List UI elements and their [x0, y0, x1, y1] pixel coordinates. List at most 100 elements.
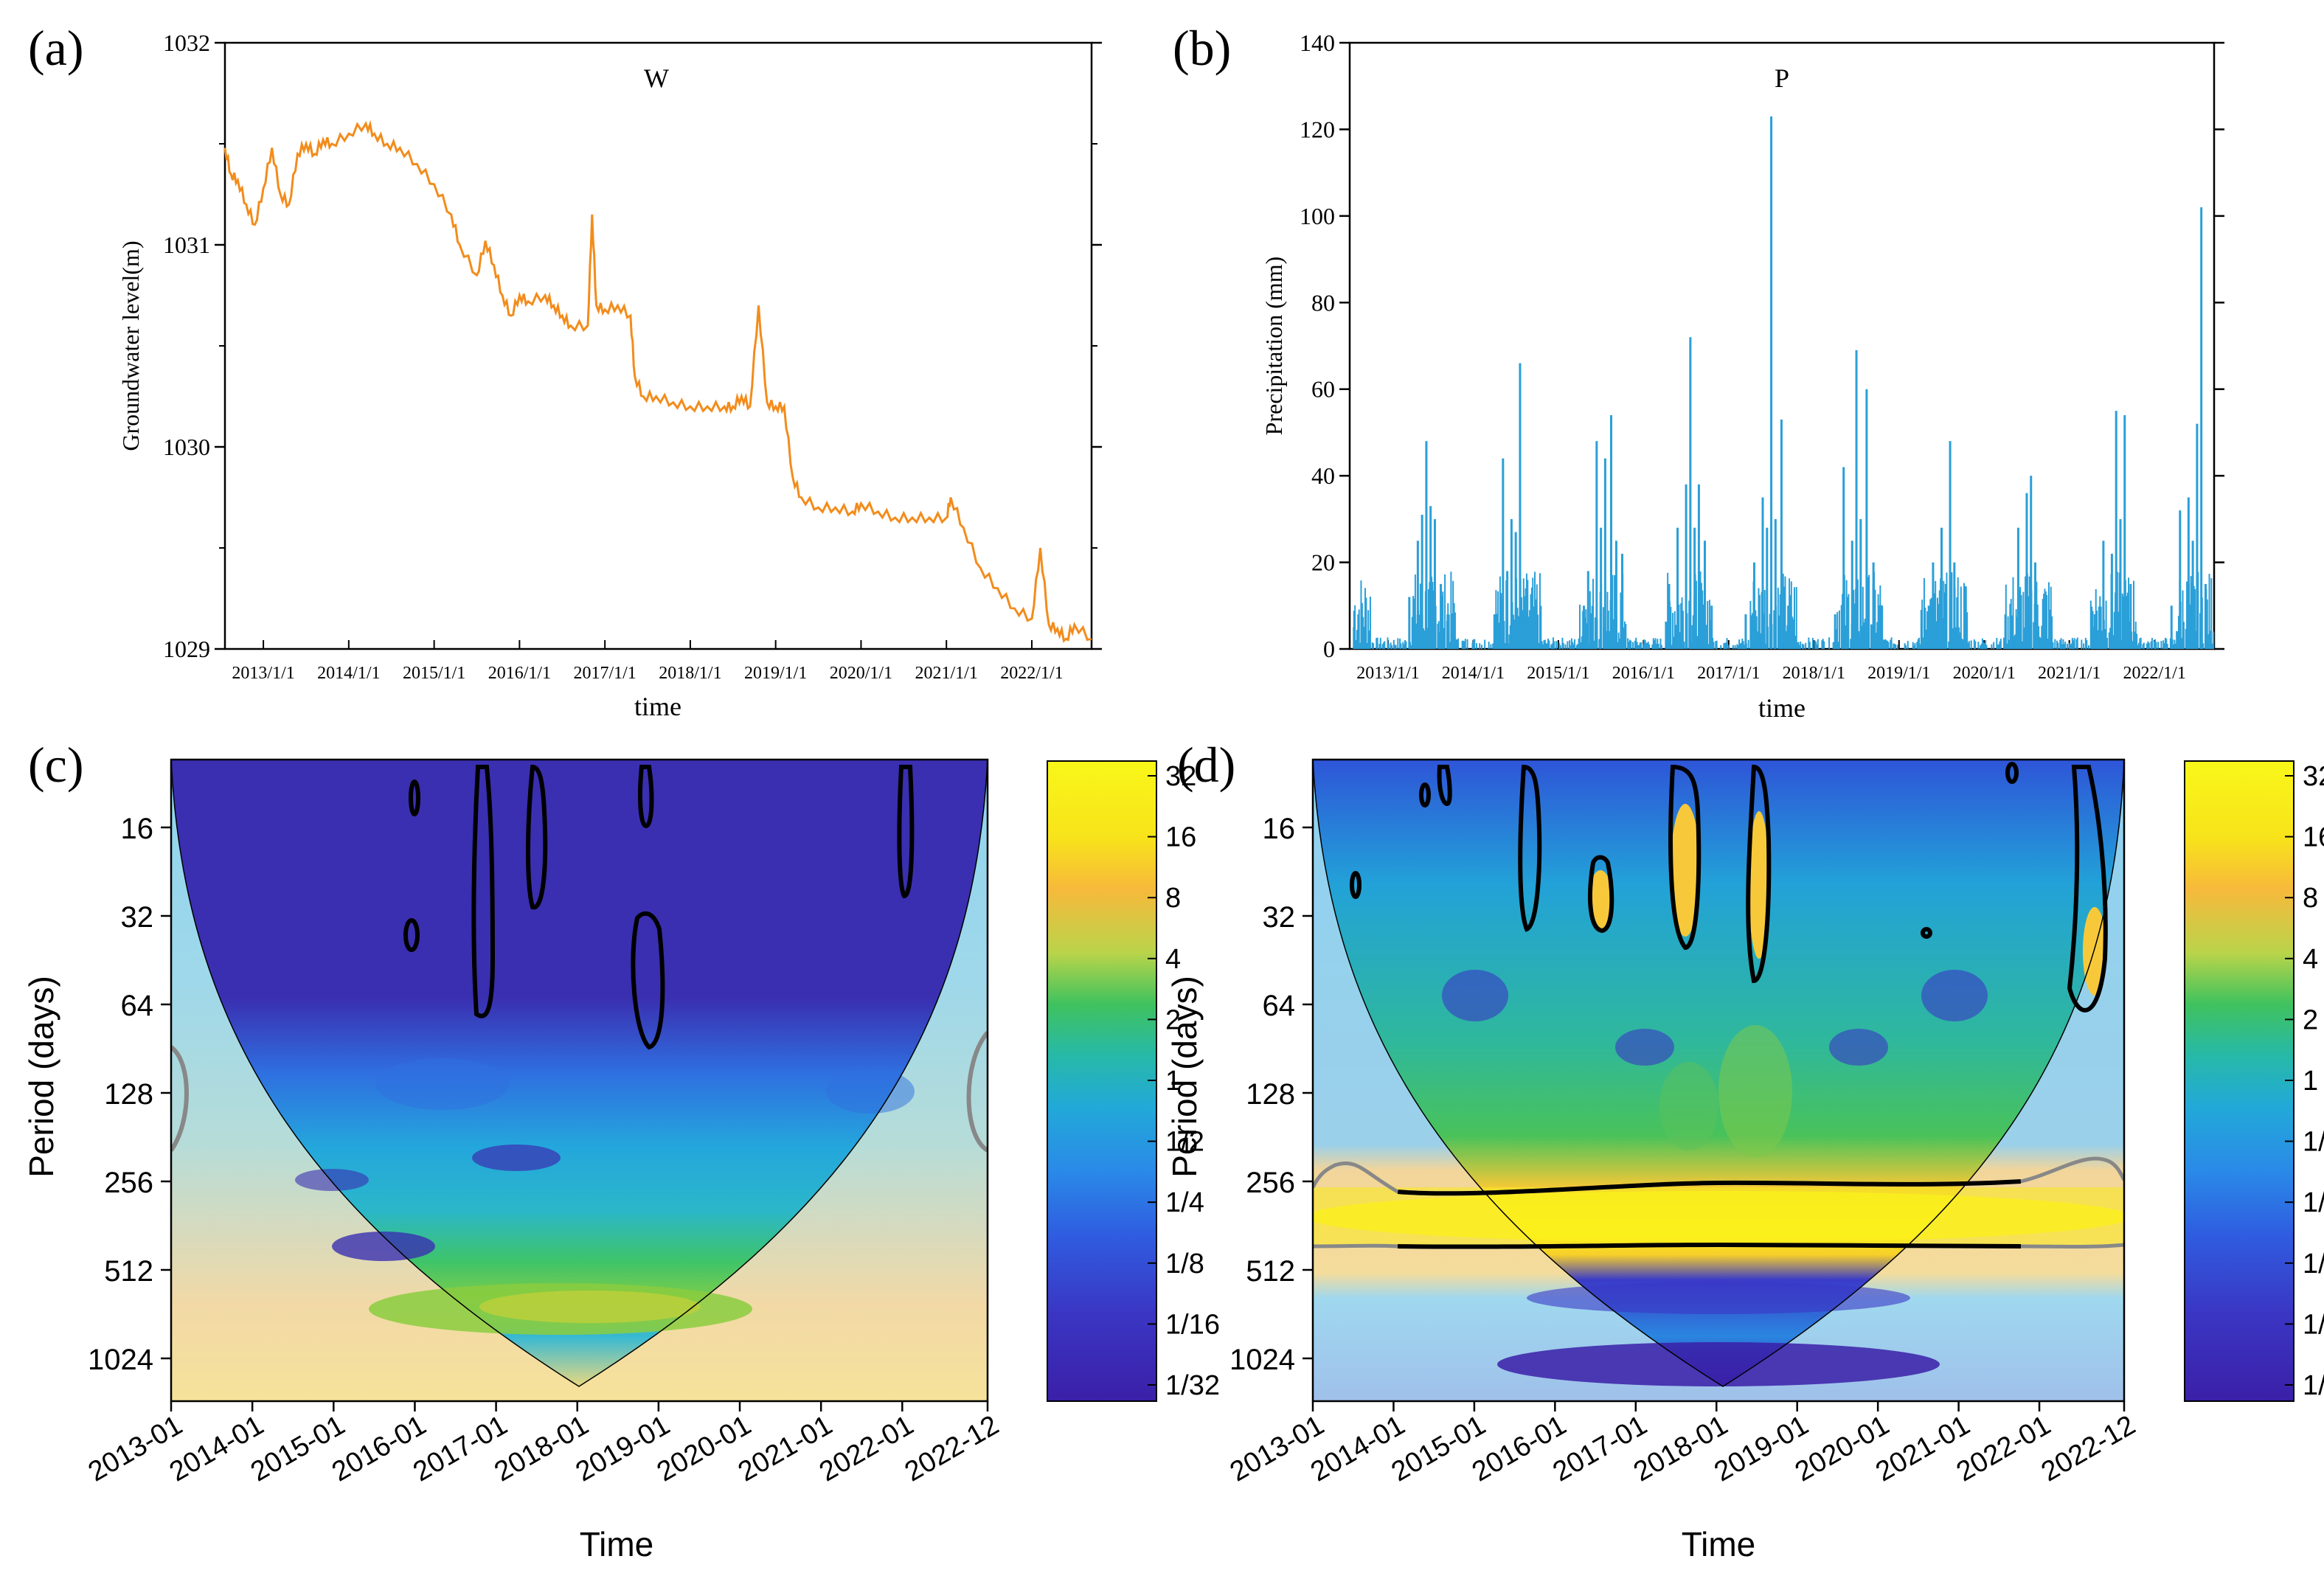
c-cbtick-label: 1/2: [1165, 1127, 1204, 1158]
b-ytick-label: 60: [1311, 376, 1335, 403]
c-xtick-label: 2022-01: [814, 1409, 919, 1487]
d-cbtick-label: 1/2: [2303, 1127, 2324, 1158]
heatmap-d: [1313, 760, 2124, 1401]
b-xtick-label: 2020/1/1: [1953, 664, 2016, 683]
a-ytick-label: 1029: [163, 636, 210, 662]
d-cbtick-label: 1/16: [2303, 1309, 2324, 1340]
chart-c-xlabel: Time: [580, 1525, 654, 1563]
d-ytick-label: 64: [1263, 990, 1296, 1022]
c-ytick-label: 16: [121, 813, 154, 845]
d-ytick-label: 128: [1246, 1078, 1295, 1111]
a-ytick-label: 1030: [163, 434, 210, 460]
chart-a-ylabel: Groundwater level(m): [117, 240, 144, 451]
b-ytick-label: 120: [1300, 116, 1335, 142]
c-ytick-label: 32: [121, 901, 154, 934]
c-ytick-label: 64: [121, 990, 154, 1022]
c-xtick-label: 2019-01: [571, 1409, 676, 1487]
b-xtick-label: 2018/1/1: [1783, 664, 1845, 683]
b-xtick-label: 2015/1/1: [1527, 664, 1589, 683]
d-ytick-label: 512: [1246, 1255, 1295, 1288]
a-xtick-label: 2019/1/1: [744, 664, 807, 683]
c-xtick-label: 2015-01: [246, 1409, 350, 1487]
c-ytick-label: 128: [104, 1078, 153, 1111]
c-xtick-label: 2018-01: [489, 1409, 594, 1487]
chart-d-ylabel: Period (days): [1165, 976, 1204, 1178]
b-xtick-label: 2022/1/1: [2123, 664, 2186, 683]
b-xtick-label: 2013/1/1: [1356, 664, 1419, 683]
d-cbtick-label: 1/4: [2303, 1187, 2324, 1218]
d-ytick-label: 16: [1263, 813, 1296, 845]
c-xtick-label: 2017-01: [408, 1409, 513, 1487]
c-cbtick-label: 1: [1165, 1066, 1181, 1097]
d-ytick-label: 1024: [1229, 1344, 1295, 1376]
c-xtick-label: 2016-01: [327, 1409, 431, 1487]
groundwater-line: [223, 119, 1092, 643]
d-xtick-label: 2022-01: [1952, 1409, 2056, 1487]
c-cbtick-label: 1/16: [1165, 1309, 1220, 1340]
b-xtick-label: 2019/1/1: [1867, 664, 1930, 683]
d-cbtick-label: 2: [2303, 1004, 2318, 1035]
c-xtick-label: 2022-12: [900, 1409, 1005, 1487]
c-cbtick-label: 2: [1165, 1004, 1181, 1035]
chart-d-xlabel: Time: [1682, 1525, 1756, 1563]
c-ytick-label: 1024: [88, 1344, 153, 1376]
chart-b-title: P: [1775, 63, 1789, 93]
colorbar-d: [2184, 760, 2294, 1402]
a-xtick-label: 2022/1/1: [1000, 664, 1063, 683]
d-cbtick-label: 1: [2303, 1066, 2318, 1097]
d-cbtick-label: 16: [2303, 822, 2324, 853]
plot-frame-c: [170, 758, 989, 1403]
d-cbtick-label: 1/32: [2303, 1370, 2324, 1401]
c-cbtick-label: 4: [1165, 944, 1181, 975]
panel-label-c: (c): [28, 737, 83, 793]
c-cbtick-label: 1/8: [1165, 1249, 1204, 1279]
c-xtick-label: 2020-01: [652, 1409, 757, 1487]
b-xtick-label: 2016/1/1: [1612, 664, 1675, 683]
chart-b-xlabel: time: [1758, 693, 1806, 723]
c-ytick-label: 256: [104, 1167, 153, 1199]
panel-label-b: (b): [1173, 20, 1231, 76]
a-xtick-label: 2018/1/1: [659, 664, 721, 683]
c-xtick-label: 2021-01: [733, 1409, 838, 1487]
groundwater-chart: 1029 1030 1031 1032 2013/1/1 2014/1/1 2015/1/…: [117, 29, 1102, 721]
chart-a-title: W: [644, 63, 669, 93]
plot-frame-d: [1311, 758, 2126, 1403]
d-xtick-label: 2022-12: [2036, 1409, 2141, 1487]
c-cbtick-label: 1/4: [1165, 1187, 1204, 1218]
c-cbtick-label: 16: [1165, 822, 1196, 853]
d-cbtick-label: 8: [2303, 883, 2318, 914]
a-xtick-label: 2013/1/1: [232, 664, 294, 683]
b-ytick-label: 80: [1311, 289, 1335, 316]
heatmap-c: [171, 760, 988, 1401]
a-xtick-label: 2014/1/1: [317, 664, 380, 683]
a-xtick-label: 2016/1/1: [488, 664, 551, 683]
b-ytick-label: 100: [1300, 203, 1335, 229]
d-cbtick-label: 4: [2303, 944, 2318, 975]
d-ytick-label: 256: [1246, 1167, 1295, 1199]
a-xtick-label: 2017/1/1: [573, 664, 636, 683]
b-ytick-label: 0: [1323, 636, 1335, 662]
d-cbtick-label: 1/8: [2303, 1249, 2324, 1279]
c-cbtick-label: 1/32: [1165, 1370, 1220, 1401]
panel-label-a: (a): [28, 20, 83, 76]
chart-a-xlabel: time: [634, 692, 681, 721]
b-ytick-label: 40: [1311, 462, 1335, 489]
b-xtick-label: 2014/1/1: [1442, 664, 1505, 683]
c-xtick-label: 2013-01: [83, 1409, 188, 1487]
c-cbtick-label: 8: [1165, 883, 1181, 914]
chart-b-ylabel: Precipitation (mm): [1260, 257, 1287, 436]
a-xtick-label: 2020/1/1: [830, 664, 892, 683]
b-xtick-label: 2021/1/1: [2038, 664, 2101, 683]
panel-label-d: (d): [1177, 737, 1235, 793]
a-ytick-label: 1031: [163, 232, 210, 258]
c-xtick-label: 2014-01: [164, 1409, 269, 1487]
a-xtick-label: 2015/1/1: [403, 664, 465, 683]
b-ytick-label: 20: [1311, 549, 1335, 576]
a-ytick-label: 1032: [163, 29, 210, 56]
colorbar-c: [1047, 760, 1157, 1402]
b-ytick-label: 140: [1300, 29, 1335, 56]
precipitation-chart: 0 20 40 60 80 100 120 140 2013/1/1 2014/1/1 2015/…: [1260, 29, 2224, 723]
